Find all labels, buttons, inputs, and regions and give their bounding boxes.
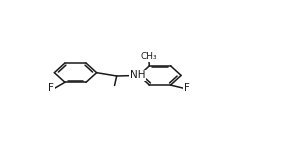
Text: CH₃: CH₃ xyxy=(140,52,157,61)
Text: F: F xyxy=(49,83,54,93)
Text: NH: NH xyxy=(130,70,146,80)
Text: F: F xyxy=(184,83,190,93)
